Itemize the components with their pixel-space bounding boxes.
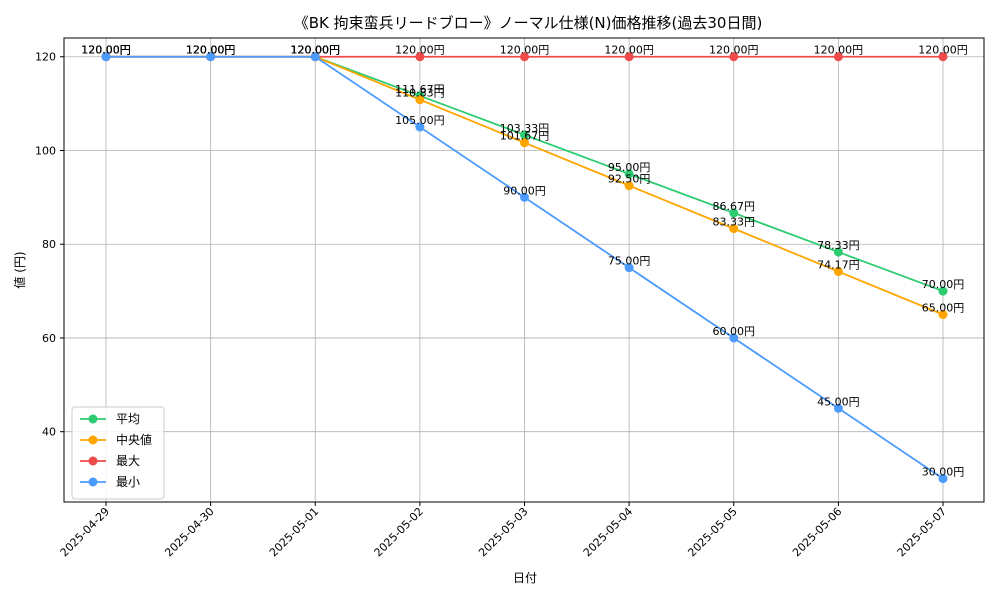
x-tick-label: 2025-05-01 [267,505,321,559]
y-tick-label: 80 [42,238,56,251]
data-point [938,474,948,484]
data-point [938,52,948,62]
data-point [938,310,948,320]
data-label: 74.17円 [817,259,860,272]
data-point [833,52,843,62]
data-label: 120.00円 [291,44,341,57]
data-label: 120.00円 [814,44,864,57]
data-label: 78.33円 [817,239,860,252]
data-label: 120.00円 [186,44,236,57]
data-label: 101.67円 [500,130,550,143]
data-label: 65.00円 [922,302,965,315]
data-point [729,208,739,218]
x-tick-label: 2025-05-03 [476,505,530,559]
data-label: 111.67円 [395,83,445,96]
data-point [520,192,529,202]
data-point [310,52,320,62]
data-label: 86.67円 [713,200,756,213]
data-label: 120.00円 [186,44,236,57]
axes: 40 60 80 100 120 2025-04-29 2025-04-30 2025-05-… [35,37,985,559]
series-lines [101,52,948,484]
data-label: 105.00円 [395,114,445,127]
data-label: 110.83円 [395,87,445,100]
data-point [415,52,425,62]
legend-marker [88,456,98,466]
legend-marker [88,435,98,445]
data-point [520,138,529,148]
chart-title: 《BK 拘束蛮兵リードブロー》ノーマル仕様(N)価格推移(過去30日間) [294,14,763,32]
data-point [520,130,529,140]
data-label: 95.00円 [608,161,651,174]
legend-label: 中央値 [116,432,152,447]
data-label: 75.00円 [608,255,651,268]
x-tick-label: 2025-04-30 [162,505,216,559]
data-label: 90.00円 [503,184,546,197]
x-tick-label: 2025-05-05 [685,505,739,559]
x-tick-label: 2025-05-02 [372,505,426,559]
data-label: 120.00円 [291,44,341,57]
x-tick-label: 2025-05-06 [790,505,844,559]
data-label: 120.00円 [186,44,236,57]
data-label: 120.00円 [81,44,131,57]
data-label: 120.00円 [709,44,759,57]
data-label: 120.00円 [918,44,968,57]
data-label: 120.00円 [500,44,550,57]
data-point [101,52,111,62]
data-point [206,52,216,62]
data-label: 120.00円 [395,44,445,57]
data-label: 120.00円 [81,44,131,57]
data-label: 92.50円 [608,173,651,186]
legend-label: 平均 [116,412,140,426]
data-point [415,95,425,105]
data-point [520,52,529,62]
y-tick-label: 100 [35,144,56,157]
data-point [729,224,739,234]
data-point [415,122,425,132]
x-tick-label: 2025-05-07 [895,505,949,559]
data-labels: 120.00円 120.00円 120.00円 111.67円 103.33円 95.00… [81,44,968,479]
data-label: 120.00円 [291,44,341,57]
data-label: 45.00円 [817,395,860,408]
legend-label: 最大 [116,454,140,468]
data-label: 120.00円 [291,44,341,57]
y-tick-label: 40 [42,426,56,439]
data-point [624,169,634,179]
data-point [833,247,843,257]
data-label: 103.33円 [500,122,550,135]
data-label: 120.00円 [186,44,236,57]
data-point [624,52,634,62]
legend-marker [88,414,98,424]
y-tick-label: 60 [42,332,56,345]
data-point [624,181,634,191]
y-tick-label: 120 [35,51,56,64]
data-point [938,286,948,296]
data-label: 120.00円 [81,44,131,57]
data-point [624,263,634,273]
legend-label: 最小 [116,475,140,489]
data-point [729,52,739,62]
data-point [729,333,739,343]
data-label: 30.00円 [922,466,965,479]
data-label: 83.33円 [713,216,756,229]
legend-box [71,406,165,500]
data-point [833,267,843,277]
data-point [833,403,843,413]
x-axis-label: 日付 [513,571,537,585]
data-label: 70.00円 [922,278,965,291]
y-axis-label: 値 (円) [12,251,27,288]
x-tick-label: 2025-05-04 [581,505,635,559]
data-label: 120.00円 [604,44,654,57]
data-label: 60.00円 [713,325,756,338]
data-label: 120.00円 [81,44,131,57]
legend-marker [88,477,98,487]
x-tick-label: 2025-04-29 [58,505,112,559]
